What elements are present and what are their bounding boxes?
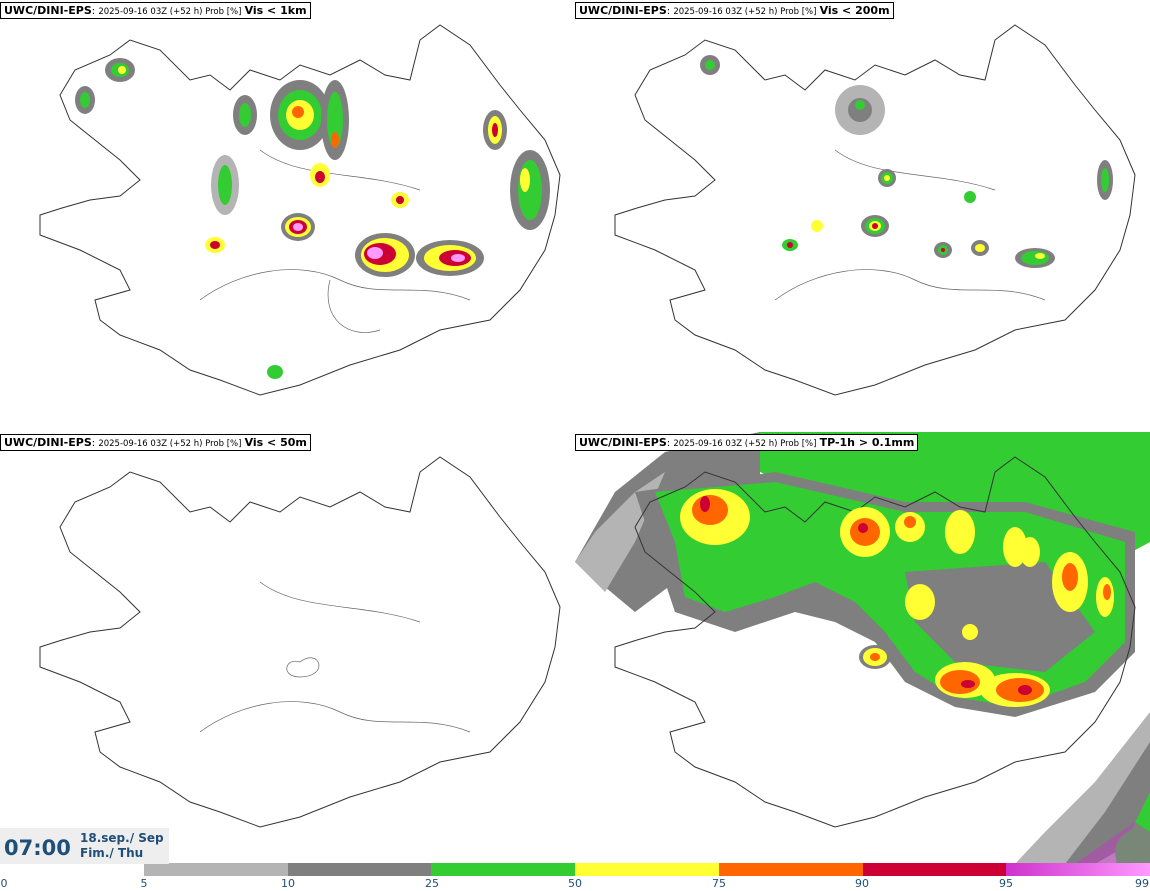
probability-shading [75, 58, 550, 379]
colorbar-tick: 25 [425, 877, 439, 890]
colorbar-tick: 99 [1135, 877, 1149, 890]
colorbar-segment [862, 863, 1007, 876]
iceland-map [39, 24, 561, 396]
panel-title: UWC/DINI-EPS: 2025-09-16 03Z (+52 h) Pro… [575, 434, 919, 451]
colorbar-segment [144, 863, 288, 876]
iceland-map [575, 432, 1150, 864]
map-panel-vis-50m: UWC/DINI-EPS: 2025-09-16 03Z (+52 h) Pro… [0, 432, 575, 864]
colorbar-tick: 10 [281, 877, 295, 890]
colorbar-tick: 50 [568, 877, 582, 890]
colorbar-segment [431, 863, 576, 876]
panel-title: UWC/DINI-EPS: 2025-09-16 03Z (+52 h) Pro… [575, 2, 894, 19]
colorbar-segment [575, 863, 719, 876]
colorbar-segment [1006, 863, 1150, 876]
probability-shading [680, 489, 1114, 707]
iceland-map [614, 24, 1136, 396]
probability-shading [700, 55, 1113, 268]
valid-time-box: 07:00 18.sep./ Sep Fim./ Thu [0, 828, 169, 864]
colorbar-segment [718, 863, 863, 876]
colorbar-tick: 75 [712, 877, 726, 890]
map-panel-vis-1km: UWC/DINI-EPS: 2025-09-16 03Z (+52 h) Pro… [0, 0, 575, 432]
colorbar-tick: 95 [999, 877, 1013, 890]
iceland-map [39, 456, 561, 828]
panel-title: UWC/DINI-EPS: 2025-09-16 03Z (+52 h) Pro… [0, 2, 311, 19]
valid-time-clock: 07:00 [4, 836, 71, 860]
colorbar-tick: 90 [855, 877, 869, 890]
panel-title: UWC/DINI-EPS: 2025-09-16 03Z (+52 h) Pro… [0, 434, 311, 451]
valid-date: 18.sep./ Sep Fim./ Thu [80, 831, 164, 860]
colorbar-segment [287, 863, 432, 876]
colorbar-tick: 0 [0, 877, 8, 890]
map-panel-vis-200m: UWC/DINI-EPS: 2025-09-16 03Z (+52 h) Pro… [575, 0, 1150, 432]
probability-colorbar [144, 863, 1150, 876]
colorbar-tick: 5 [140, 877, 148, 890]
map-panel-tp-1h: UWC/DINI-EPS: 2025-09-16 03Z (+52 h) Pro… [575, 432, 1150, 864]
